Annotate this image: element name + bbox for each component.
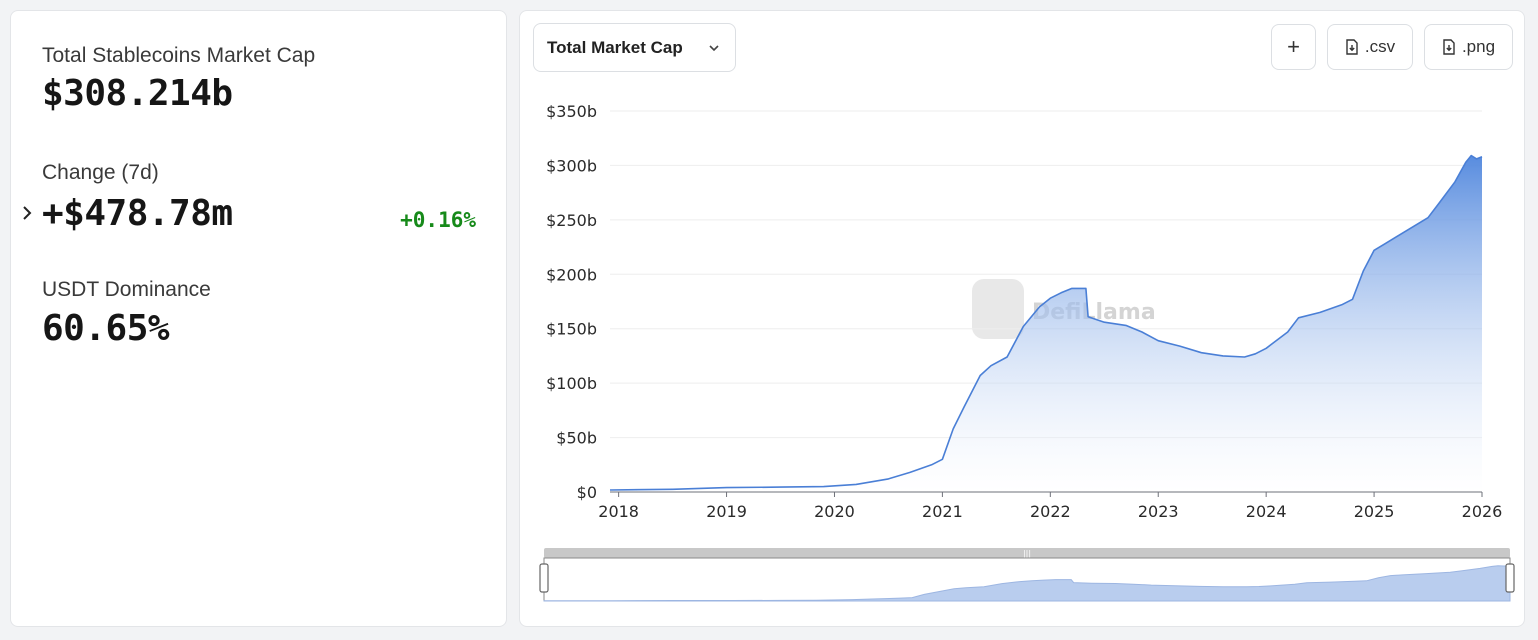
add-icon: + — [1287, 34, 1300, 59]
y-tick-label: $50b — [556, 429, 597, 448]
change-percent: +0.16% — [400, 208, 476, 232]
x-tick-label: 2026 — [1462, 502, 1503, 521]
file-download-icon — [1443, 39, 1455, 55]
add-button[interactable]: + — [1271, 24, 1316, 70]
y-tick-label: $100b — [546, 374, 597, 393]
zoom-left-handle[interactable] — [539, 563, 549, 593]
stats-panel: Total Stablecoins Market Cap $308.214b C… — [10, 10, 507, 627]
x-tick-label: 2023 — [1138, 502, 1179, 521]
x-tick-label: 2018 — [598, 502, 639, 521]
x-tick-label: 2019 — [706, 502, 747, 521]
chart-panel: DefiLlama $0 $50b $100b $150b $200b $250b $300… — [519, 10, 1525, 627]
chevron-down-icon — [709, 45, 719, 52]
series-line — [609, 154, 1483, 491]
file-download-icon — [1346, 39, 1358, 55]
series-area — [610, 155, 1482, 492]
zoom-handle-bar[interactable] — [544, 548, 1510, 558]
zoom-right-handle[interactable] — [1505, 563, 1515, 593]
zoom-preview-area — [543, 565, 1511, 602]
market-cap-chart[interactable]: DefiLlama $0$50b$100b$150b$200b$250b$300… — [520, 11, 1526, 628]
download-png-button[interactable]: .png — [1424, 24, 1513, 70]
change-label: Change (7d) — [42, 161, 159, 184]
expand-chevron-icon[interactable] — [19, 203, 35, 223]
watermark-logo-icon — [972, 279, 1024, 339]
change-value: +$478.78m — [42, 193, 233, 234]
download-csv-button[interactable]: .csv — [1327, 24, 1413, 70]
market-cap-label: Total Stablecoins Market Cap — [42, 44, 316, 67]
x-tick-label: 2022 — [1030, 502, 1071, 521]
metric-select-label: Total Market Cap — [547, 37, 683, 57]
y-tick-label: $350b — [546, 102, 597, 121]
dominance-value: 60.65% — [42, 308, 170, 349]
y-tick-label: $300b — [546, 156, 597, 175]
y-tick-label: $0 — [577, 483, 597, 502]
market-cap-value: $308.214b — [42, 73, 233, 114]
y-tick-label: $200b — [546, 265, 597, 284]
x-tick-label: 2021 — [922, 502, 963, 521]
png-label: .png — [1461, 37, 1496, 56]
zoom-grip-icon[interactable]: ||| — [1023, 549, 1031, 558]
zoom-slider[interactable]: ||| — [539, 548, 1515, 602]
csv-label: .csv — [1364, 37, 1396, 56]
dominance-label: USDT Dominance — [42, 278, 211, 301]
x-tick-label: 2025 — [1354, 502, 1395, 521]
x-tick-label: 2024 — [1246, 502, 1287, 521]
y-tick-label: $150b — [546, 320, 597, 339]
y-tick-label: $250b — [546, 211, 597, 230]
x-tick-label: 2020 — [814, 502, 855, 521]
metric-select[interactable]: Total Market Cap — [533, 23, 736, 72]
